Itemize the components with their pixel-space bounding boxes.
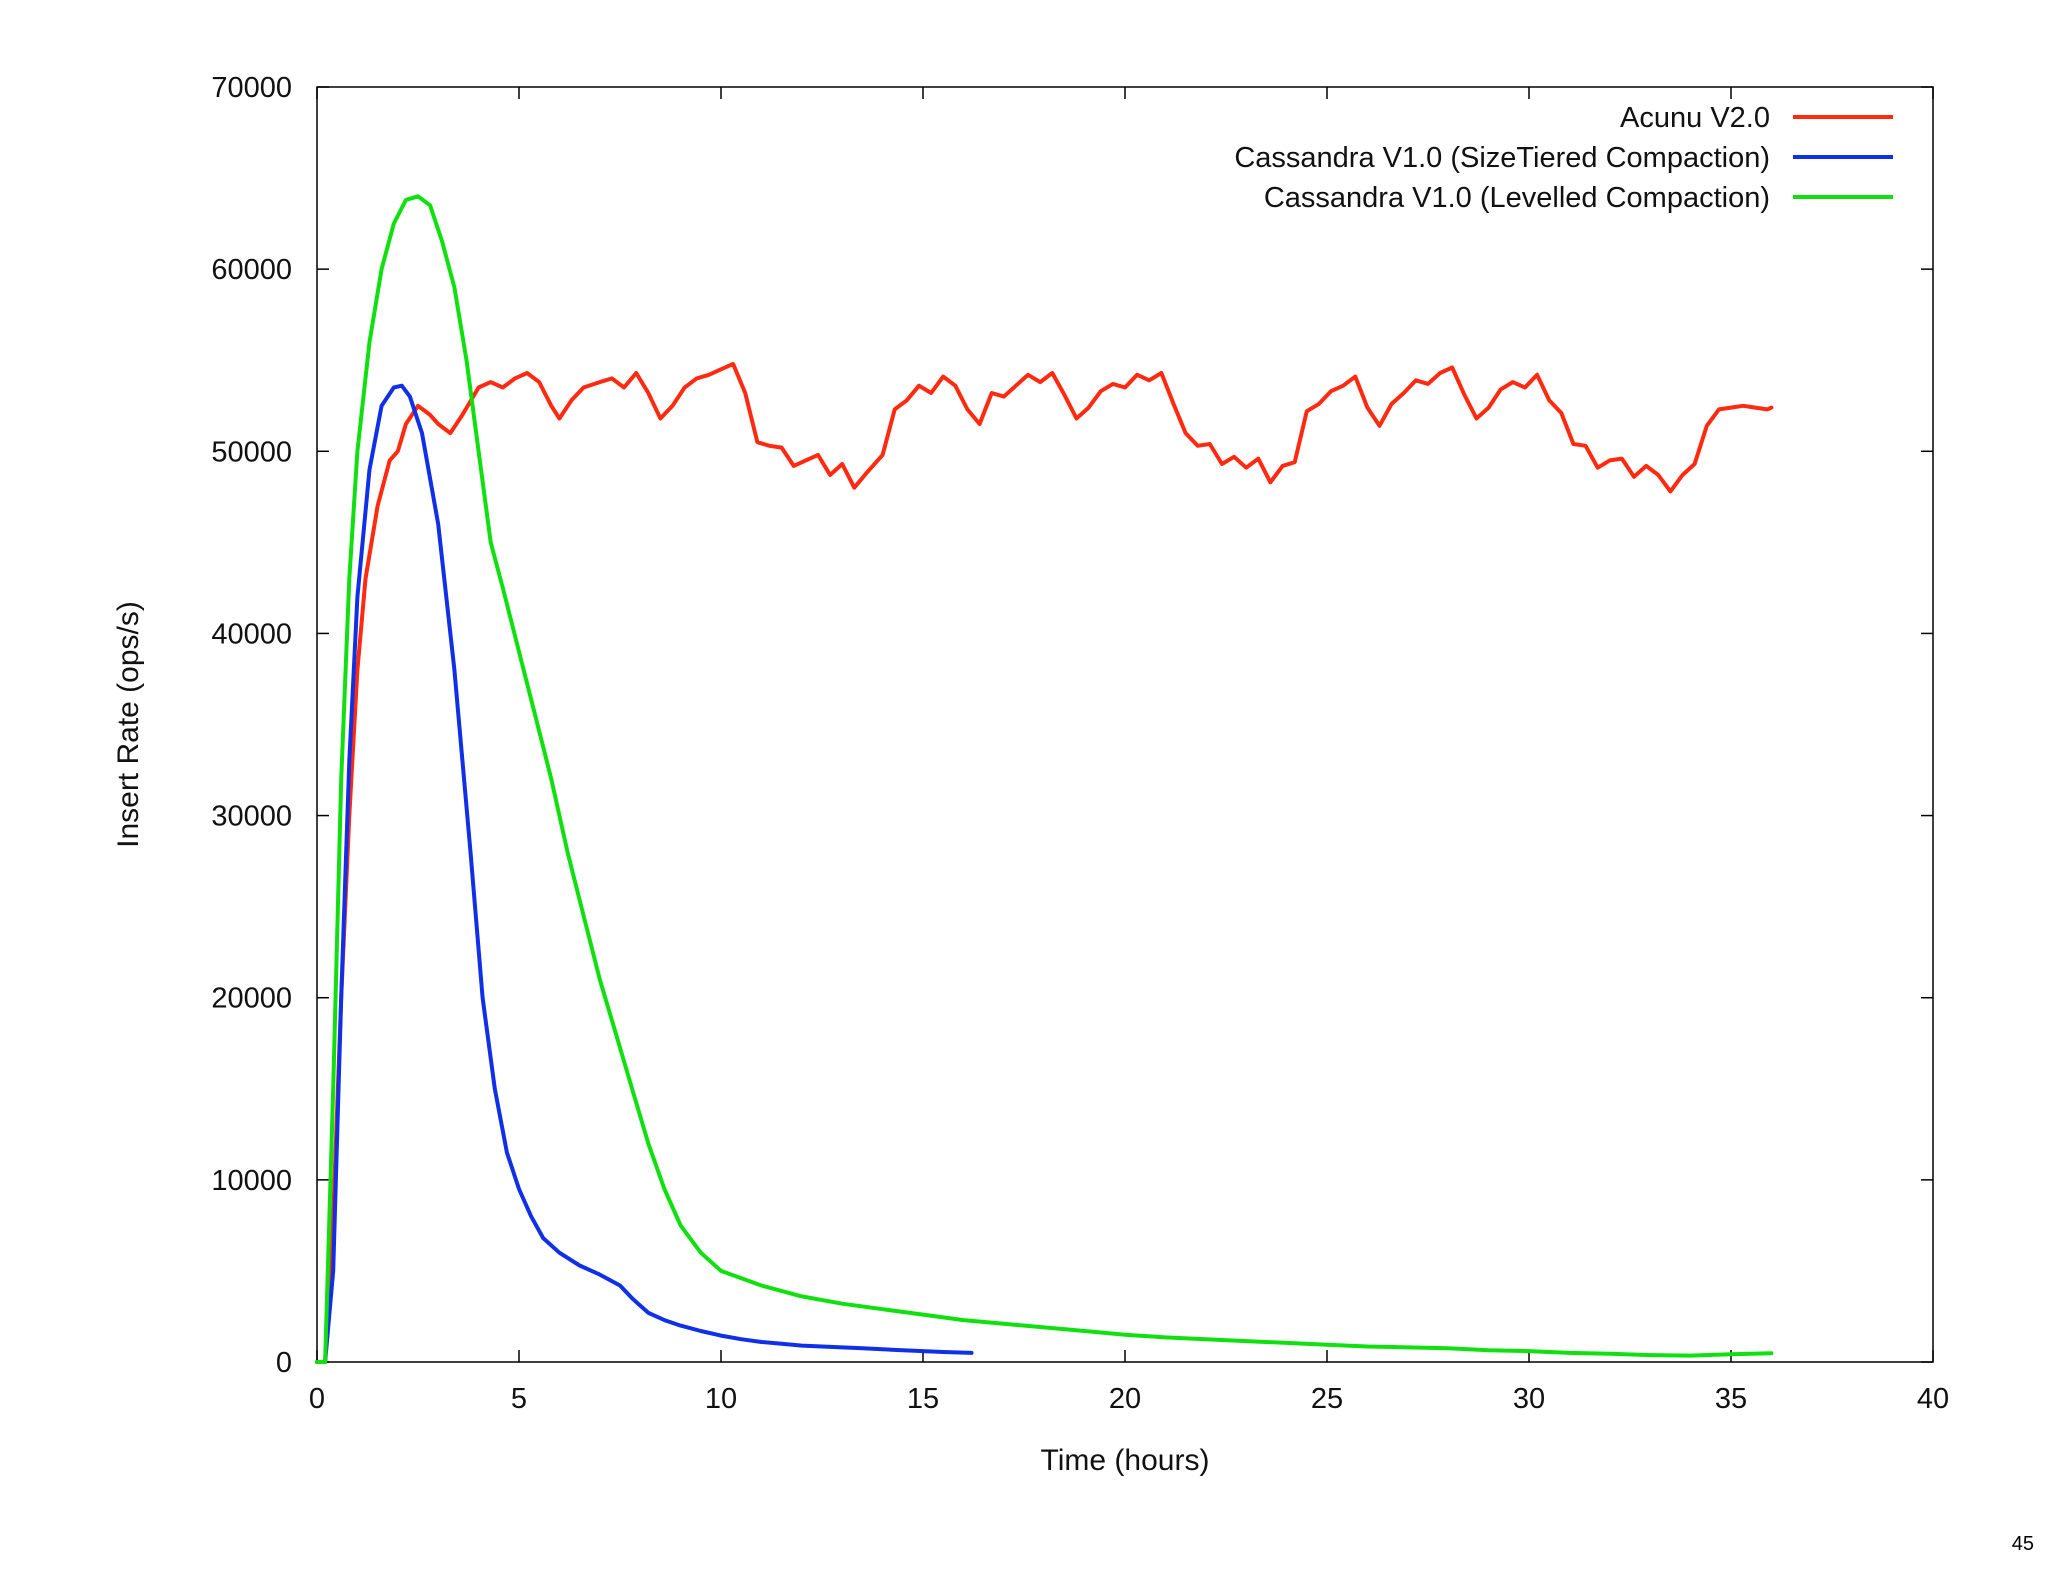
x-tick-label: 30 [1513,1383,1545,1415]
x-tick-label: 25 [1311,1383,1343,1415]
axes: 0 5 10 15 20 25 30 35 40 0 10000 20000 30000 40000 500… [211,72,1949,1415]
x-tick-label: 20 [1109,1383,1141,1415]
series-line-3 [315,194,1774,1364]
y-tick-label: 30000 [211,801,292,833]
y-tick-label: 0 [276,1347,292,1379]
y-tick-label: 50000 [211,436,292,468]
y-tick-label: 60000 [211,254,292,286]
x-tick-label: 40 [1917,1383,1949,1415]
x-tick-label: 10 [705,1383,737,1415]
y-tick-label: 40000 [211,618,292,650]
x-tick-label: 15 [907,1383,939,1415]
y-tick-label: 10000 [211,1165,292,1197]
series-line-2 [315,383,974,1364]
y-tick-label: 70000 [211,72,292,104]
legend-label: Cassandra V1.0 (Levelled Compaction) [1264,182,1770,214]
legend-label: Acunu V2.0 [1620,102,1770,134]
x-axis-label: Time (hours) [1041,1444,1210,1477]
x-tick-label: 0 [309,1383,325,1415]
y-axis-label: Insert Rate (ops/s) [112,601,145,848]
legend-label: Cassandra V1.0 (SizeTiered Compaction) [1234,142,1770,174]
series-line-1 [315,361,1774,1364]
x-tick-label: 35 [1715,1383,1747,1415]
plot-frame [316,86,1934,1363]
y-tick-label: 20000 [211,983,292,1015]
page-number: 45 [2011,1533,2034,1555]
x-tick-label: 5 [511,1383,527,1415]
legend: Acunu V2.0 Cassandra V1.0 (SizeTiered Com… [1234,102,1893,214]
series-lines [315,194,1774,1364]
